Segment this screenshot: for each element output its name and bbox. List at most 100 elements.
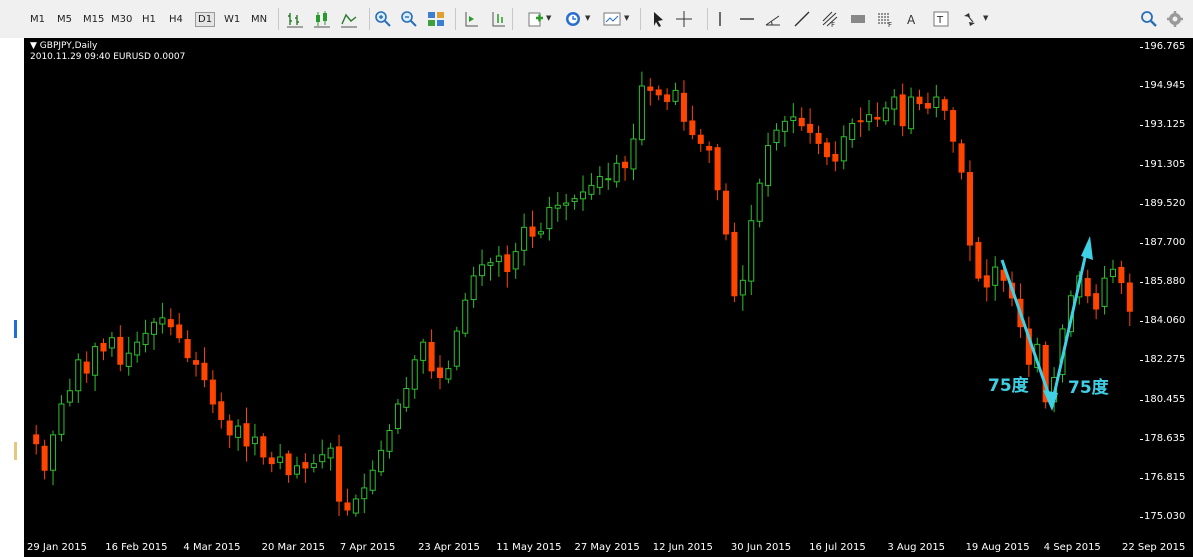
candle-body [739, 279, 746, 296]
price-tick-label: 185.880 [1144, 276, 1186, 287]
crosshair-icon[interactable] [675, 10, 693, 28]
periods-icon[interactable] [564, 10, 582, 28]
candle-body [529, 226, 536, 237]
candle [134, 331, 141, 363]
candle [50, 430, 57, 486]
candle [193, 351, 200, 377]
candle-body [184, 339, 191, 359]
candle-body [622, 161, 629, 169]
rectangle-icon[interactable] [849, 10, 867, 28]
zoom-out-icon[interactable] [400, 10, 418, 28]
price-tick-label: 175.030 [1144, 511, 1186, 522]
indicators-icon[interactable] [527, 10, 545, 28]
candle [487, 257, 494, 281]
chart-area[interactable]: ▼ GBPJPY,Daily 2010.11.29 09:40 EURUSD 0… [24, 38, 1140, 539]
timeframe-d1-button[interactable]: D1 [195, 12, 216, 27]
candlestick-icon[interactable] [313, 10, 331, 28]
candle-body [546, 206, 553, 230]
candle-body [75, 359, 82, 392]
channel-icon[interactable]: F [876, 10, 894, 29]
price-tick [1140, 282, 1143, 283]
candle [462, 292, 469, 337]
zoom-in-icon[interactable] [374, 10, 392, 28]
candle-body [958, 143, 965, 173]
dropdown-arrow-icon[interactable]: ▼ [585, 14, 591, 22]
candle [664, 88, 671, 111]
trendline-icon[interactable] [793, 10, 811, 28]
price-tick-label: 180.455 [1144, 393, 1186, 405]
fibonacci-icon[interactable]: F [821, 10, 839, 29]
timeframe-h4-button[interactable]: H4 [169, 14, 183, 25]
time-axis[interactable]: 29 Jan 2015 16 Feb 2015 4 Mar 2015 20 Mar 2… [24, 539, 1193, 557]
vertical-line-icon[interactable] [711, 10, 729, 28]
candle [428, 329, 435, 379]
price-tick-label: 193.125 [1144, 119, 1186, 131]
candle-body [58, 403, 65, 435]
candle [975, 236, 982, 282]
bar-chart-icon[interactable] [286, 10, 304, 28]
settings-icon[interactable] [1166, 10, 1184, 28]
timeframe-m1-button[interactable]: M1 [30, 14, 45, 25]
price-tick-label: 184.060 [1144, 315, 1186, 327]
timeframe-mn-button[interactable]: MN [251, 14, 268, 25]
candle-body [108, 337, 115, 349]
candle-body [781, 120, 788, 132]
candle-body [849, 123, 856, 141]
candle-body [630, 138, 637, 170]
candle-body [226, 420, 233, 436]
time-tick-label: 16 Feb 2015 [105, 542, 168, 553]
timeframe-w1-button[interactable]: W1 [224, 14, 241, 25]
timeframe-m15-button[interactable]: M15 [83, 14, 105, 25]
candle-body [1042, 345, 1049, 403]
candle [756, 178, 763, 228]
candle [277, 443, 284, 470]
candle-body [100, 342, 107, 352]
candle-body [647, 86, 654, 91]
candle-body [403, 388, 410, 408]
tile-windows-icon[interactable] [427, 10, 445, 28]
candle [933, 84, 940, 118]
autoscroll-icon[interactable] [462, 10, 480, 28]
cursor-icon[interactable] [649, 10, 667, 28]
candle [243, 407, 250, 462]
candle-body [142, 332, 149, 345]
candle-body [1101, 277, 1108, 307]
search-icon[interactable] [1140, 10, 1158, 28]
candle [630, 123, 637, 181]
angle-annotation-right: 75度 [1068, 378, 1109, 398]
candle [176, 313, 183, 343]
candle-body [865, 114, 873, 123]
candle-body [596, 176, 603, 188]
candle-body [1118, 266, 1125, 284]
candle-body [748, 220, 755, 282]
candle-body [554, 204, 561, 209]
arrows-icon[interactable] [961, 10, 979, 28]
timeframe-m30-button[interactable]: M30 [111, 14, 133, 25]
price-tick [1140, 321, 1143, 323]
timeframe-m5-button[interactable]: M5 [57, 14, 72, 25]
candle [983, 259, 990, 302]
candle [916, 89, 923, 111]
candle [924, 92, 931, 115]
candle [823, 137, 830, 166]
dropdown-arrow-icon[interactable]: ▼ [624, 14, 630, 22]
text-icon[interactable]: A [903, 10, 921, 28]
price-axis[interactable]: 196.765 194.945 193.125 191.305 189.520 187.7… [1140, 38, 1193, 539]
candle-body [209, 379, 216, 405]
dropdown-arrow-icon[interactable]: ▼ [546, 14, 552, 22]
trendline-angle-icon[interactable] [764, 10, 782, 28]
dropdown-arrow-icon[interactable]: ▼ [983, 14, 989, 22]
timeframe-h1-button[interactable]: H1 [142, 14, 156, 25]
candle [209, 370, 216, 414]
candle [285, 450, 292, 483]
text-label-icon[interactable]: T [932, 10, 950, 28]
horizontal-line-icon[interactable] [738, 10, 756, 28]
candle-body [916, 96, 923, 105]
time-tick-label: 30 Jun 2015 [730, 542, 792, 553]
chart-shift-icon[interactable] [489, 10, 507, 28]
candle [807, 108, 814, 144]
candlestick-chart[interactable] [24, 38, 1140, 539]
price-tick-label: 176.815 [1144, 471, 1186, 483]
templates-icon[interactable] [603, 10, 621, 28]
line-chart-icon[interactable] [340, 10, 358, 28]
